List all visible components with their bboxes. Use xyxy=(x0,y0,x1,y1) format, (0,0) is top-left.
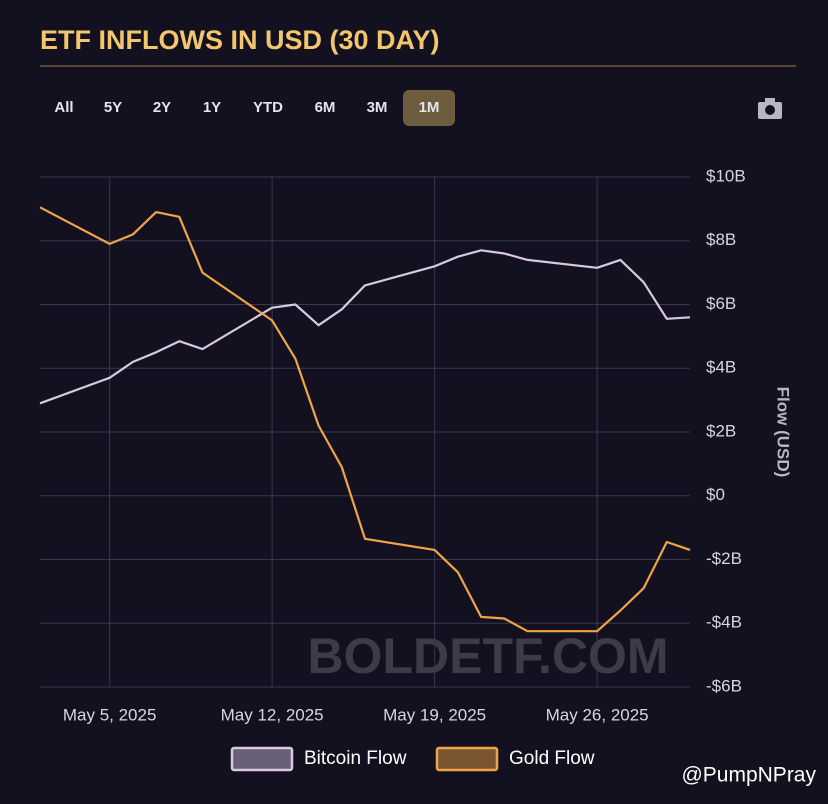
camera-icon[interactable] xyxy=(758,98,782,119)
range-button[interactable]: 1Y xyxy=(202,99,222,116)
series-line xyxy=(39,206,691,633)
series-line xyxy=(39,249,691,405)
camera-top[interactable] xyxy=(765,98,775,103)
y-tick-label: -$6B xyxy=(706,676,742,695)
y-tick-label: $10B xyxy=(706,166,746,185)
legend-swatch xyxy=(435,746,499,772)
chart-title: ETF INFLOWS IN USD (30 DAY) xyxy=(40,25,440,55)
range-button[interactable]: 6M xyxy=(314,99,336,116)
range-button[interactable]: 3M xyxy=(366,99,388,116)
y-tick-label: $0 xyxy=(706,485,725,504)
camera-lens[interactable] xyxy=(765,105,775,115)
legend-swatch xyxy=(230,746,294,772)
y-tick-label: $2B xyxy=(706,421,736,440)
y-tick-label: -$4B xyxy=(706,613,742,632)
x-tick-label: May 26, 2025 xyxy=(546,705,649,724)
range-button[interactable]: 5Y xyxy=(103,99,123,116)
y-tick-label: $6B xyxy=(706,294,736,313)
range-button[interactable]: All xyxy=(54,99,74,116)
x-tick-label: May 12, 2025 xyxy=(221,705,324,724)
y-axis-label: Flow (USD) xyxy=(774,387,793,478)
watermark: BOLDETF.COM xyxy=(307,628,668,684)
x-tick-label: May 19, 2025 xyxy=(383,705,486,724)
x-tick-label: May 5, 2025 xyxy=(63,705,157,724)
attribution: @PumpNPray xyxy=(681,764,816,787)
legend-label: Bitcoin Flow xyxy=(304,748,407,769)
legend-label: Gold Flow xyxy=(509,748,595,769)
range-button[interactable]: 2Y xyxy=(152,99,172,116)
y-tick-label: $8B xyxy=(706,230,736,249)
range-button[interactable]: YTD xyxy=(253,99,283,116)
y-tick-label: -$2B xyxy=(706,549,742,568)
y-tick-label: $4B xyxy=(706,358,736,377)
range-button[interactable]: 1M xyxy=(403,90,455,126)
